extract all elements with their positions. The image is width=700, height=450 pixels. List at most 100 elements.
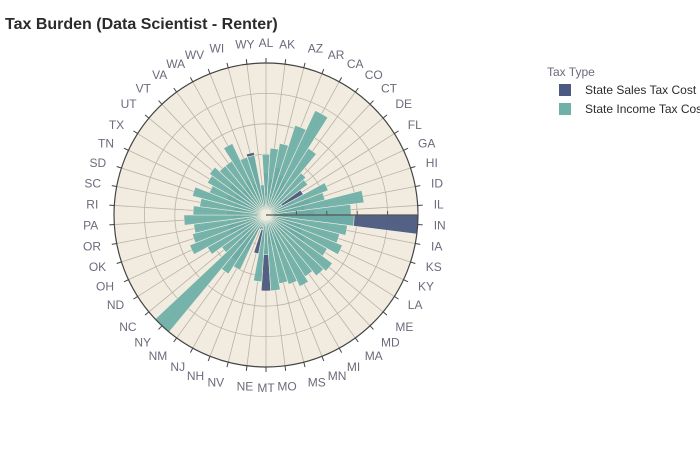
angular-tick-label-tx: TX	[109, 118, 124, 132]
angular-tick-mark	[321, 356, 325, 362]
angular-tick-mark	[321, 68, 325, 74]
angular-tick-mark	[144, 114, 150, 119]
legend-label-state-income-tax-cost[interactable]: State Income Tax Cost	[585, 102, 700, 116]
angular-tick-mark	[354, 87, 359, 93]
bar-state-income-tax-cost-mi[interactable]	[265, 214, 309, 287]
angular-tick-mark	[133, 296, 138, 300]
angular-tick-label-nm: NM	[149, 349, 168, 363]
angular-tick-label-ar: AR	[328, 48, 345, 62]
angular-tick-mark	[369, 100, 374, 105]
angular-tick-label-az: AZ	[308, 41, 323, 55]
bar-state-income-tax-cost-ca[interactable]	[265, 110, 329, 216]
angular-tick-label-wi: WI	[210, 41, 225, 55]
bar-state-income-tax-cost-wy[interactable]	[259, 184, 267, 216]
bar-state-income-tax-cost-co[interactable]	[265, 147, 317, 216]
angular-tick-mark	[303, 62, 306, 68]
angular-tick-label-ct: CT	[381, 82, 398, 96]
angular-tick-label-sc: SC	[84, 177, 101, 191]
bar-state-income-tax-cost-ky[interactable]	[265, 214, 343, 255]
angular-gridline	[209, 214, 267, 357]
angular-tick-label-nv: NV	[208, 376, 225, 390]
bar-state-income-tax-cost-oh[interactable]	[189, 214, 267, 255]
angular-tick-label-sd: SD	[90, 156, 107, 170]
bar-state-income-tax-cost-pa[interactable]	[183, 214, 267, 226]
legend-swatch-state-income-tax-cost[interactable]	[559, 103, 571, 115]
angular-tick-label-ut: UT	[121, 97, 138, 111]
bar-state-income-tax-cost-wi[interactable]	[246, 154, 267, 216]
angular-tick-label-ms: MS	[308, 376, 326, 390]
angular-tick-label-wy: WY	[235, 37, 254, 51]
angular-tick-label-ny: NY	[134, 336, 151, 350]
angular-tick-label-ok: OK	[89, 260, 106, 274]
bar-state-income-tax-cost-ut[interactable]	[209, 166, 267, 216]
angular-tick-mark	[173, 87, 178, 93]
angular-tick-mark	[403, 147, 409, 151]
angular-tick-label-in: IN	[434, 219, 446, 233]
angular-tick-label-ca: CA	[347, 57, 364, 71]
angular-tick-mark	[158, 325, 163, 330]
angular-tick-label-oh: OH	[96, 280, 114, 294]
angular-tick-label-ia: IA	[431, 240, 442, 254]
angular-tick-mark	[116, 166, 122, 169]
angular-tick-mark	[410, 166, 416, 169]
angular-tick-label-mi: MI	[347, 360, 360, 374]
angular-tick-label-mn: MN	[328, 369, 347, 383]
bar-state-income-tax-cost-me[interactable]	[265, 214, 333, 272]
legend-title: Tax Type	[547, 65, 595, 79]
angular-tick-mark	[284, 365, 287, 371]
angular-tick-mark	[369, 325, 374, 330]
angular-tick-mark	[415, 185, 421, 188]
angular-tick-label-pa: PA	[83, 219, 98, 233]
angular-tick-label-nc: NC	[119, 320, 137, 334]
angular-tick-mark	[403, 279, 409, 283]
angular-tick-mark	[338, 347, 343, 353]
angular-tick-mark	[123, 279, 129, 283]
legend-swatch-state-sales-tax-cost[interactable]	[559, 84, 571, 96]
angular-tick-label-wa: WA	[166, 57, 185, 71]
legend-label-state-sales-tax-cost[interactable]: State Sales Tax Cost	[585, 83, 697, 97]
angular-tick-label-la: LA	[408, 298, 423, 312]
bar-state-income-tax-cost-wa[interactable]	[223, 143, 267, 216]
bar-state-income-tax-cost-ga[interactable]	[265, 182, 329, 216]
angular-tick-mark	[382, 114, 388, 119]
angular-tick-mark	[284, 59, 287, 65]
angular-tick-label-tn: TN	[98, 137, 114, 151]
bar-state-income-tax-cost-mn[interactable]	[265, 214, 298, 285]
bar-state-income-tax-cost-md[interactable]	[265, 214, 325, 277]
angular-tick-label-fl: FL	[408, 118, 422, 132]
angular-tick-mark	[394, 130, 399, 134]
angular-tick-mark	[207, 356, 211, 362]
bar-state-income-tax-cost-id[interactable]	[265, 190, 365, 216]
angular-tick-label-co: CO	[365, 68, 383, 82]
angular-tick-label-ne: NE	[237, 380, 254, 394]
angular-tick-mark	[303, 362, 306, 368]
angular-tick-label-vt: VT	[136, 82, 152, 96]
angular-tick-mark	[245, 59, 248, 65]
bar-state-income-tax-cost-de[interactable]	[265, 179, 309, 216]
angular-tick-label-ak: AK	[279, 37, 295, 51]
angular-tick-label-me: ME	[395, 320, 413, 334]
bar-state-income-tax-cost-ct[interactable]	[265, 172, 307, 216]
bar-state-income-tax-cost-mo[interactable]	[265, 214, 281, 292]
chart-title: Tax Burden (Data Scientist - Renter)	[5, 16, 278, 33]
bar-state-income-tax-cost-ok[interactable]	[192, 214, 267, 244]
angular-tick-label-or: OR	[83, 240, 101, 254]
angular-tick-label-nd: ND	[107, 298, 125, 312]
angular-tick-mark	[123, 147, 129, 151]
angular-tick-label-de: DE	[395, 97, 412, 111]
angular-tick-label-ky: KY	[418, 280, 434, 294]
angular-tick-label-il: IL	[434, 198, 444, 212]
angular-tick-mark	[226, 362, 229, 368]
angular-tick-label-mo: MO	[277, 380, 296, 394]
angular-tick-mark	[173, 337, 178, 343]
angular-tick-label-va: VA	[152, 68, 167, 82]
angular-tick-mark	[133, 130, 138, 134]
angular-tick-mark	[410, 261, 416, 264]
angular-tick-label-mt: MT	[257, 381, 275, 395]
angular-tick-label-al: AL	[259, 36, 274, 50]
angular-tick-mark	[158, 100, 163, 105]
angular-tick-mark	[338, 77, 343, 83]
angular-tick-mark	[189, 77, 194, 83]
bar-state-income-tax-cost-ne[interactable]	[253, 214, 267, 283]
angular-tick-mark	[354, 337, 359, 343]
